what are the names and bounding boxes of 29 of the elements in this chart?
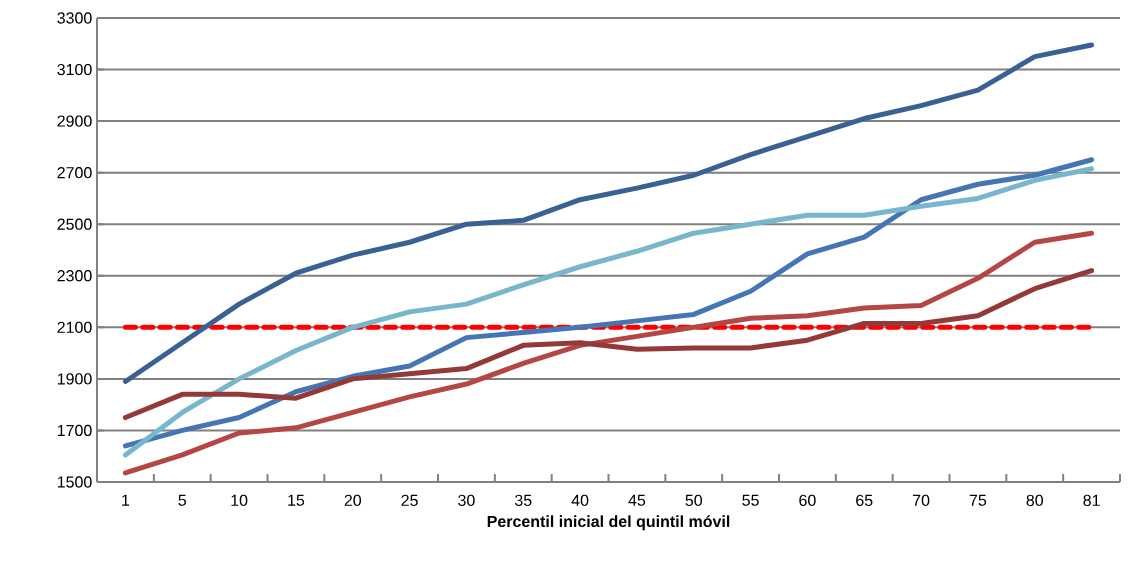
x-tick-label: 35 [514,494,532,507]
y-tick-label: 2700 [57,167,92,179]
y-tick-label: 2900 [57,115,92,127]
x-tick-label: 45 [628,494,646,506]
y-tick-label: 2500 [57,218,92,230]
x-tick-label: 65 [856,494,873,507]
y-tick-label: 3300 [57,12,92,24]
x-tick-label: 70 [913,494,930,507]
x-tick-label: 40 [571,494,589,507]
x-tick-label: 75 [969,494,987,506]
y-tick-label: 1700 [57,424,92,437]
x-tick-label: 55 [742,494,759,506]
x-tick-label: 15 [288,494,305,506]
x-tick-label: 60 [799,494,816,507]
y-tick-label: 1900 [57,373,92,385]
x-tick-label: 1 [122,494,130,506]
x-axis-title: Percentil inicial del quintil móvil [487,515,730,531]
x-tick-label: 80 [1026,494,1044,507]
x-tick-label: 50 [685,494,703,507]
y-tick-label: 1500 [57,476,92,488]
y-tick-label: 2300 [57,270,92,282]
x-tick-label: 25 [401,494,418,507]
x-tick-label: 30 [458,494,475,507]
x-tick-label: 20 [344,494,362,507]
y-tick-label: 2100 [57,321,92,333]
x-tick-label: 5 [178,494,187,506]
y-tick-label: 3100 [57,63,92,76]
x-tick-label: 81 [1083,494,1100,507]
x-tick-label: 10 [231,494,248,507]
